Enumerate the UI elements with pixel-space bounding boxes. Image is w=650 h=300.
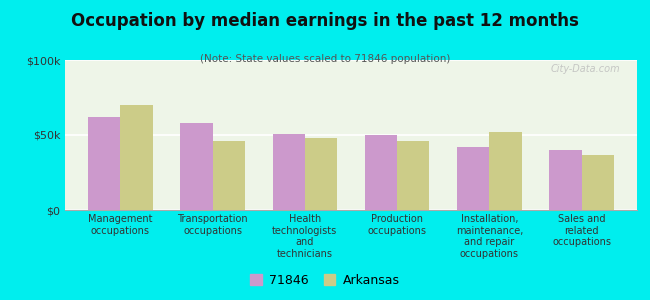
Text: City-Data.com: City-Data.com xyxy=(550,64,620,74)
Text: Occupation by median earnings in the past 12 months: Occupation by median earnings in the pas… xyxy=(71,12,579,30)
Bar xyxy=(88,117,120,210)
Bar xyxy=(305,138,337,210)
Bar xyxy=(397,141,430,210)
Bar xyxy=(365,135,397,210)
Legend: 71846, Arkansas: 71846, Arkansas xyxy=(247,270,403,291)
Bar xyxy=(489,132,522,210)
Bar xyxy=(213,141,245,210)
Bar xyxy=(120,105,153,210)
Bar xyxy=(457,147,489,210)
Bar xyxy=(272,134,305,210)
Bar xyxy=(180,123,213,210)
Bar xyxy=(549,150,582,210)
Text: (Note: State values scaled to 71846 population): (Note: State values scaled to 71846 popu… xyxy=(200,54,450,64)
Bar xyxy=(582,154,614,210)
